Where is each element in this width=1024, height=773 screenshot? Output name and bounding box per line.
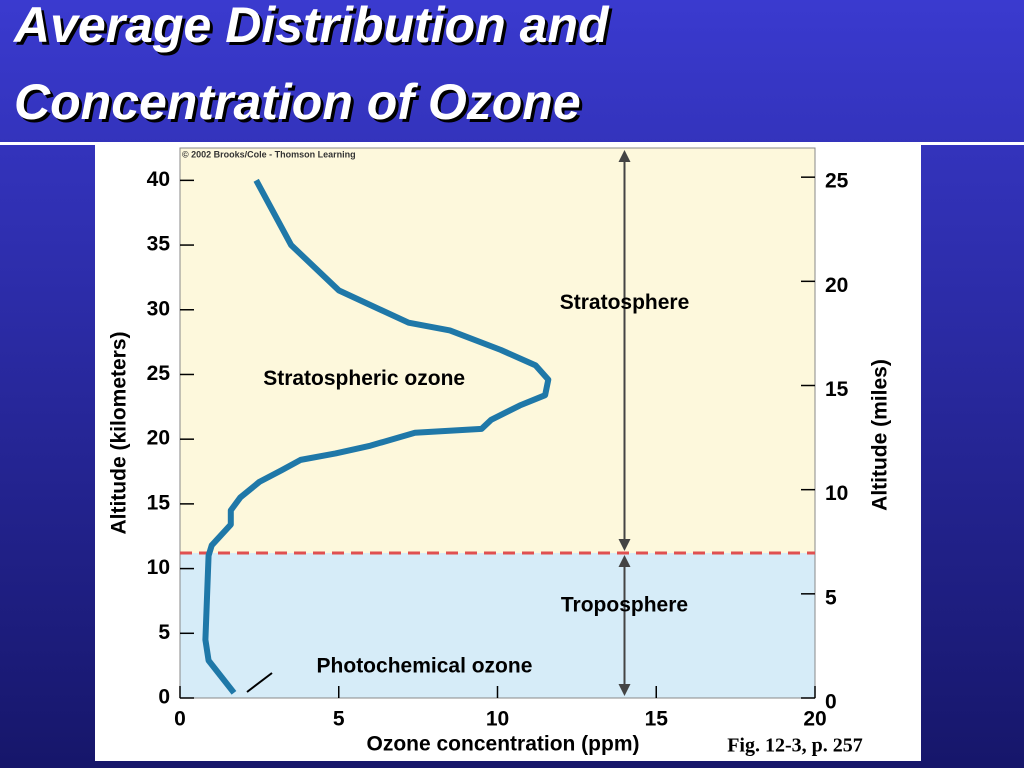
x-tick-label: 20 [803, 708, 826, 731]
arrow-head [618, 539, 631, 552]
x-axis-label: Ozone concentration (ppm) [367, 733, 640, 756]
y2-tick-label: 0 [825, 691, 837, 714]
x-tick-label: 15 [645, 708, 669, 731]
title: Average Distribution and Average Distrib… [12, 0, 613, 133]
title-shadow: Average Distribution and [15, 0, 613, 56]
y2-tick-label: 15 [825, 378, 849, 401]
title-shadow: Concentration of Ozone [17, 77, 584, 133]
annotation: Stratospheric ozone [263, 367, 465, 390]
y-tick-label: 20 [147, 427, 170, 450]
y-tick-label: 25 [147, 362, 171, 385]
y-tick-label: 40 [147, 168, 170, 191]
arrow-head [618, 684, 631, 696]
title-line: Concentration of Ozone [14, 74, 581, 130]
arrow-head [618, 150, 631, 162]
y-tick-label: 35 [147, 233, 171, 256]
arrow-head [618, 555, 631, 568]
title-line: Average Distribution and [12, 0, 610, 53]
lower-region [180, 553, 815, 698]
y2-tick-label: 25 [825, 170, 849, 193]
y2-tick-label: 5 [825, 586, 837, 609]
figure-ref: Fig. 12-3, p. 257 [727, 735, 863, 757]
y2-tick-label: 20 [825, 274, 848, 297]
y-tick-label: 0 [158, 686, 170, 709]
credit: © 2002 Brooks/Cole - Thomson Learning [182, 149, 356, 159]
title-rule [0, 142, 1024, 145]
y-tick-label: 5 [158, 621, 170, 644]
ozone-curve [202, 178, 552, 695]
x-tick-label: 0 [174, 708, 186, 731]
x-tick-label: 5 [333, 708, 345, 731]
annotation: Troposphere [561, 594, 688, 617]
y-axis-label: Altitude (kilometers) [108, 331, 131, 534]
y-tick-label: 30 [147, 297, 170, 320]
y-tick-label: 10 [147, 556, 170, 579]
x-tick-label: 10 [486, 708, 509, 731]
y-tick-label: 15 [147, 491, 171, 514]
y2-tick-label: 10 [825, 482, 848, 505]
annotation: Photochemical ozone [317, 654, 533, 677]
annotation-leader [246, 672, 273, 693]
annotation: Stratosphere [560, 291, 690, 314]
y2-axis-label: Altitude (miles) [869, 359, 892, 511]
